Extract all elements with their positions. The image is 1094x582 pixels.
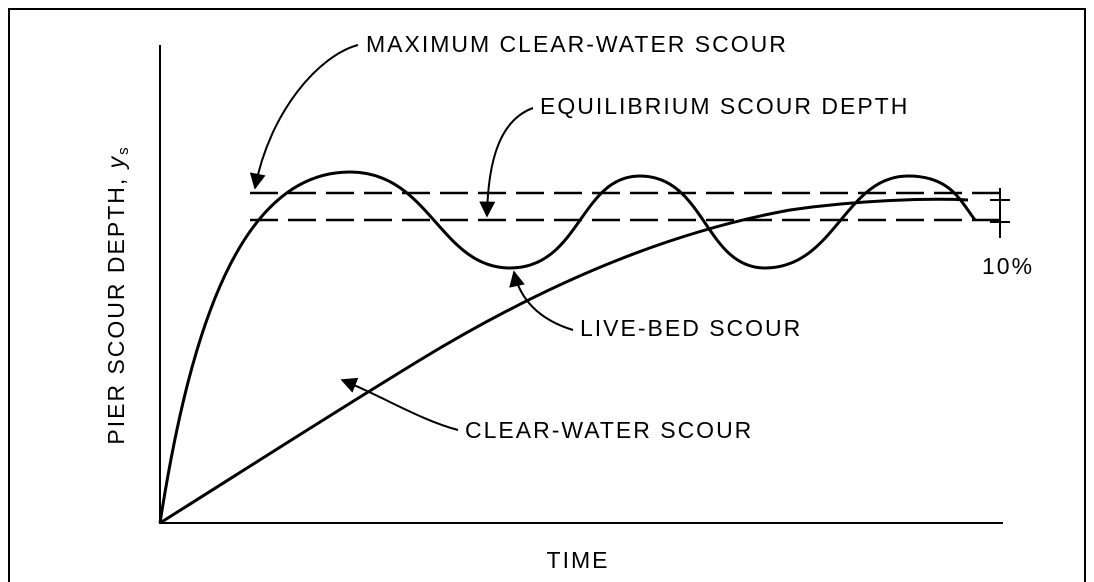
leader — [249, 44, 359, 190]
label: CLEAR-WATER SCOUR — [465, 417, 753, 443]
leader — [479, 107, 534, 218]
label: EQUILIBRIUM SCOUR DEPTH — [540, 93, 909, 119]
label: MAXIMUM CLEAR-WATER SCOUR — [366, 31, 788, 57]
y-axis-text: PIER SCOUR DEPTH, — [103, 168, 129, 444]
x-axis-label: TIME — [547, 547, 610, 573]
y-axis-subscript: s — [115, 145, 132, 155]
leader — [340, 377, 459, 431]
band-marker — [990, 188, 1010, 238]
live-bed-curve — [158, 170, 977, 524]
label: 10% — [982, 253, 1034, 279]
leader — [509, 270, 574, 331]
y-axis-label: PIER SCOUR DEPTH, ys — [103, 145, 132, 444]
y-axis-symbol: y — [103, 155, 129, 171]
clear-water-curve — [159, 197, 969, 525]
label: LIVE-BED SCOUR — [580, 315, 802, 341]
frame — [8, 8, 1086, 582]
